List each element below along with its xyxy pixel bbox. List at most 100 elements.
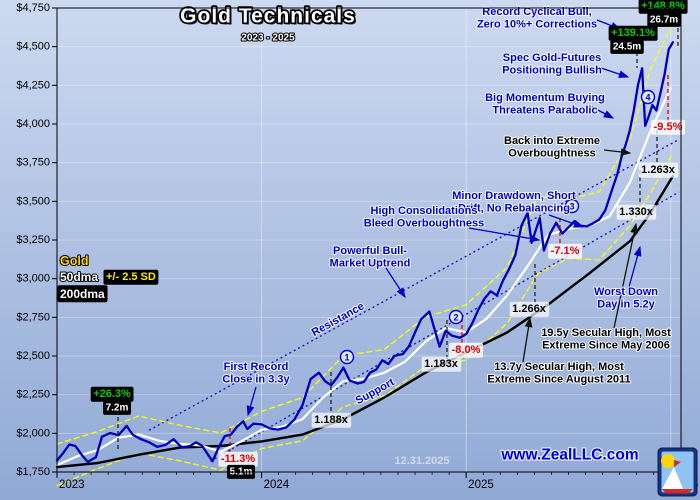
gain-2023: +26.3% (90, 386, 134, 402)
svg-text:Minor Drawdown, Short: Minor Drawdown, Short (452, 190, 576, 202)
svg-text:Record Cyclical Bull,: Record Cyclical Bull, (482, 6, 591, 18)
gain-prev: +139.1% (608, 25, 658, 41)
trendline-resistance (148, 138, 680, 431)
drawdown-8-0: -8.0% (449, 342, 484, 358)
svg-text:1.330x: 1.330x (619, 206, 654, 218)
series-sd-lower (56, 152, 674, 487)
svg-text:-9.5%: -9.5% (654, 121, 683, 133)
y-axis-label: $3,750 (16, 157, 50, 169)
gain-prev-duration: 24.5m (610, 39, 644, 54)
svg-text:+148.8%: +148.8% (641, 0, 685, 12)
svg-text:Worst Down: Worst Down (594, 286, 658, 298)
svg-text:Market Uptrend: Market Uptrend (330, 258, 411, 270)
svg-text:Back into Extreme: Back into Extreme (504, 135, 600, 147)
gain-latest-duration: 26.7m (647, 12, 681, 27)
y-axis-label: $3,500 (16, 195, 50, 207)
peak-marker-4: 4 (640, 89, 656, 105)
svg-text:First Record: First Record (224, 361, 289, 373)
leader-arrow (468, 227, 541, 243)
legend-50dma: 50dma (59, 269, 99, 285)
svg-text:Spec Gold-Futures: Spec Gold-Futures (503, 52, 601, 64)
svg-text:Threatens Parabolic: Threatens Parabolic (492, 105, 597, 117)
svg-text:Bleed Overboughtness: Bleed Overboughtness (364, 218, 484, 230)
logo-hull (662, 489, 693, 494)
y-axis-label: $2,500 (16, 350, 50, 362)
svg-text:Gold Technicals: Gold Technicals (180, 4, 356, 27)
y-axis-label: $2,750 (16, 311, 50, 323)
drawdown-11-3: -11.3% (218, 451, 258, 467)
svg-text:-7.1%: -7.1% (551, 245, 580, 257)
drawdown-9-5: -9.5% (651, 119, 686, 135)
y-axis-label: $1,750 (16, 466, 50, 478)
x-axis-label: 2024 (264, 479, 290, 491)
svg-text:Extreme Since August 2011: Extreme Since August 2011 (487, 374, 630, 386)
logo-sun (661, 454, 675, 468)
leader-arrow (613, 222, 638, 329)
svg-text:Extreme Since May 2006: Extreme Since May 2006 (542, 340, 670, 352)
svg-text:2023 - 2025: 2023 - 2025 (241, 32, 295, 43)
chart-subtitle: 2023 - 2025 (240, 31, 296, 44)
multiple-1188: 1.188x (311, 412, 352, 428)
svg-text:Drift, No Rebalancing: Drift, No Rebalancing (458, 203, 570, 215)
leader-arrow (548, 214, 585, 228)
svg-text:24.5m: 24.5m (613, 41, 641, 52)
ann-record-cyclical-bull: Record Cyclical Bull,Zero 10%+ Correctio… (476, 5, 598, 31)
svg-text:Day in 5.2y: Day in 5.2y (597, 299, 655, 311)
logo-pennant (674, 460, 681, 467)
series-sd-upper (56, 22, 674, 445)
legend-200dma: 200dma (57, 285, 108, 303)
leader-arrow (628, 245, 642, 288)
x-axis-label: 2023 (59, 479, 85, 491)
svg-text:50dma: 50dma (60, 270, 98, 284)
leader-arrow (591, 106, 615, 119)
svg-text:Zero 10%+ Corrections: Zero 10%+ Corrections (477, 19, 597, 31)
svg-text:+26.3%: +26.3% (93, 388, 131, 400)
trendline-support (210, 191, 680, 462)
svg-text:www.ZealLLC.com: www.ZealLLC.com (500, 446, 638, 463)
svg-text:1.183x: 1.183x (424, 358, 459, 370)
svg-text:+139.1%: +139.1% (611, 27, 655, 39)
gain-latest: +148.8% (638, 0, 688, 14)
svg-text:200dma: 200dma (60, 287, 105, 301)
svg-text:2: 2 (453, 313, 458, 323)
leader-arrow (246, 386, 257, 417)
leader-arrow (600, 67, 630, 78)
y-axis-label: $2,250 (16, 389, 50, 401)
multiple-1263: 1.263x (638, 162, 679, 178)
svg-text:4: 4 (645, 93, 650, 103)
logo-sail (662, 467, 683, 489)
title-shadow: Gold Technicals (182, 6, 358, 29)
peak-marker-2: 2 (448, 309, 464, 325)
y-axis-label: $3,000 (16, 273, 50, 285)
website: www.ZealLLC.com (499, 445, 640, 465)
svg-text:+/- 2.5 SD: +/- 2.5 SD (106, 271, 156, 283)
x-axis-label: 2025 (468, 479, 494, 491)
y-axis-label: $4,750 (16, 2, 50, 14)
y-axis-label: $2,000 (16, 427, 50, 439)
legend-sd-band: +/- 2.5 SD (103, 269, 159, 285)
y-axis-label: $4,000 (16, 118, 50, 130)
y-axis-label: $4,250 (16, 79, 50, 91)
svg-text:Gold Technicals: Gold Technicals (182, 6, 358, 29)
leader-arrow (522, 316, 533, 363)
leader-arrow (603, 148, 632, 156)
gain-2023-duration: 7.2m (103, 400, 132, 415)
multiple-1266: 1.266x (509, 301, 550, 317)
leader-arrow (385, 267, 406, 299)
svg-text:7.2m: 7.2m (106, 402, 129, 413)
watermark-date: 12.31.2025 (394, 455, 449, 467)
svg-text:Overboughtness: Overboughtness (508, 148, 595, 160)
zeal-logo (657, 447, 698, 497)
y-axis-label: $4,500 (16, 41, 50, 53)
svg-text:19.5y Secular High, Most: 19.5y Secular High, Most (541, 327, 671, 339)
peak-marker-3: 3 (564, 198, 580, 214)
svg-text:-11.3%: -11.3% (221, 453, 255, 465)
